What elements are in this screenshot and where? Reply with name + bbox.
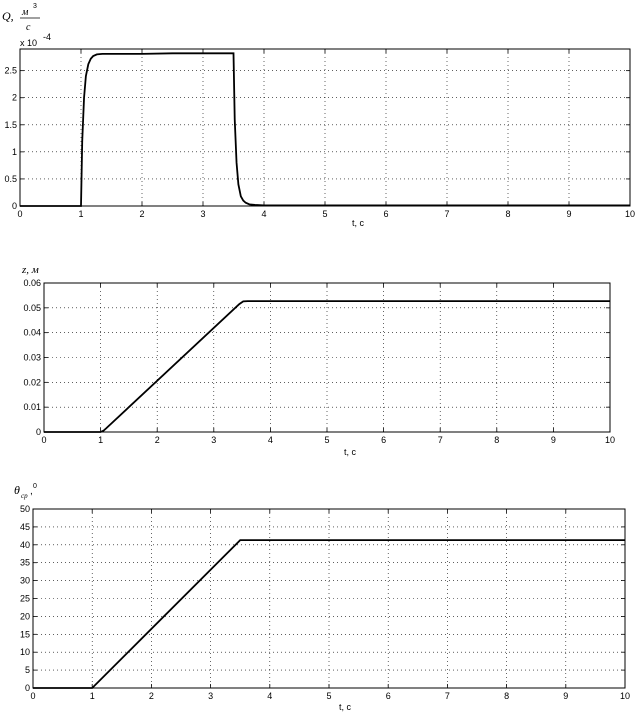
x-tick-label: 5 — [324, 435, 329, 445]
x-tick-label: 9 — [566, 209, 571, 219]
y-axis-unit-num-1: м — [21, 7, 29, 18]
plot-area-1 — [19, 48, 631, 207]
y-tick-label: 25 — [20, 594, 30, 604]
y-tick-label: 0 — [25, 683, 30, 693]
x-tick-label: 8 — [504, 691, 509, 701]
y-axis-unit-den-1: с — [26, 22, 31, 33]
y-axis-label-3: θ — [14, 483, 20, 497]
x-tick-label: 1 — [98, 435, 103, 445]
x-tick-label: 9 — [551, 435, 556, 445]
x-tick-label: 9 — [563, 691, 568, 701]
y-tick-label: 0.02 — [23, 377, 41, 387]
x-tick-label: 4 — [267, 691, 272, 701]
y-tick-label: 0.5 — [4, 174, 17, 184]
grid-3 — [33, 509, 625, 688]
series-line-2 — [44, 300, 610, 433]
y-tick-label: 0 — [12, 201, 17, 211]
y-tick-label: 0 — [36, 427, 41, 437]
x-axis-label-2: t, c — [344, 447, 357, 457]
y-multiplier-exp-1: -4 — [43, 32, 51, 42]
y-tick-label: 0.04 — [23, 328, 41, 338]
x-tick-label: 2 — [149, 691, 154, 701]
y-tick-label: 0.01 — [23, 402, 41, 412]
x-tick-label: 2 — [155, 435, 160, 445]
x-tick-label: 5 — [326, 691, 331, 701]
series-line-3 — [33, 539, 625, 689]
x-tick-label: 6 — [381, 435, 386, 445]
x-axis-label-3: t, c — [339, 702, 352, 712]
y-axis-label-2: z, м — [21, 264, 39, 276]
x-tick-label: 6 — [383, 209, 388, 219]
y-tick-label: 1.5 — [4, 120, 17, 130]
x-tick-label: 3 — [200, 209, 205, 219]
x-tick-label: 7 — [445, 691, 450, 701]
x-tick-label: 7 — [438, 435, 443, 445]
x-tick-label: 1 — [90, 691, 95, 701]
y-axis-label-tail-3: , — [30, 486, 33, 497]
x-ticks-2: 0 1 2 3 4 5 6 7 8 9 10 — [41, 283, 615, 445]
x-tick-label: 2 — [139, 209, 144, 219]
x-tick-label: 8 — [505, 209, 510, 219]
x-tick-label: 8 — [494, 435, 499, 445]
y-axis-label-sup-3: 0 — [33, 483, 37, 490]
y-tick-label: 0.05 — [23, 303, 41, 313]
y-tick-label: 45 — [20, 522, 30, 532]
y-tick-label: 20 — [20, 611, 30, 621]
x-tick-label: 10 — [625, 209, 635, 219]
x-tick-label: 4 — [268, 435, 273, 445]
y-ticks-2: 0 0.01 0.02 0.03 0.04 0.05 0.06 — [23, 278, 610, 437]
y-tick-label: 5 — [25, 665, 30, 675]
x-tick-label: 3 — [211, 435, 216, 445]
y-axis-label-sub-3: ср — [21, 492, 28, 500]
x-tick-label: 0 — [41, 435, 46, 445]
panel-1: Q, м 3 с x 10 -4 0 0.5 1 1.5 2 2.5 0 1 2 3 4 5 6 7 8 9… — [2, 3, 635, 228]
grid-2 — [44, 283, 610, 432]
y-tick-label: 40 — [20, 540, 30, 550]
y-tick-label: 0.03 — [23, 353, 41, 363]
y-tick-label: 2.5 — [4, 66, 17, 76]
y-tick-label: 10 — [20, 647, 30, 657]
y-multiplier-1: x 10 — [20, 38, 37, 48]
y-ticks-3: 0 5 10 15 20 25 30 35 40 45 50 — [20, 504, 625, 693]
x-axis-label-1: t, c — [352, 218, 365, 228]
series-line-1 — [20, 52, 630, 207]
y-tick-label: 30 — [20, 576, 30, 586]
y-tick-label: 1 — [12, 147, 17, 157]
x-ticks-1: 0 1 2 3 4 5 6 7 8 9 10 — [17, 49, 635, 219]
x-tick-label: 5 — [322, 209, 327, 219]
x-tick-label: 3 — [208, 691, 213, 701]
x-tick-label: 10 — [620, 691, 630, 701]
y-axis-label-1: Q, — [2, 9, 14, 23]
y-tick-label: 15 — [20, 629, 30, 639]
x-tick-label: 6 — [386, 691, 391, 701]
x-tick-label: 7 — [444, 209, 449, 219]
x-tick-label: 0 — [30, 691, 35, 701]
x-tick-label: 10 — [605, 435, 615, 445]
y-tick-label: 2 — [12, 93, 17, 103]
x-tick-label: 4 — [261, 209, 266, 219]
y-tick-label: 0.06 — [23, 278, 41, 288]
panel-2: z, м 0 0.01 0.02 0.03 0.04 0.05 0.06 0 1 2 3 4 5 6 7 8… — [21, 264, 615, 457]
x-tick-label: 1 — [78, 209, 83, 219]
y-tick-label: 35 — [20, 558, 30, 568]
y-tick-label: 50 — [20, 504, 30, 514]
x-ticks-3: 0 1 2 3 4 5 6 7 8 9 10 — [30, 509, 630, 701]
grid-1 — [20, 49, 630, 206]
x-tick-label: 0 — [17, 209, 22, 219]
y-axis-unit-sup-1: 3 — [33, 3, 37, 10]
